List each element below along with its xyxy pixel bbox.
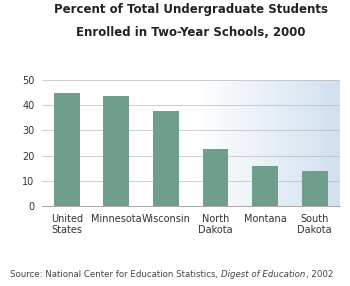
Text: Enrolled in Two-Year Schools, 2000: Enrolled in Two-Year Schools, 2000 [76, 26, 306, 39]
Text: Source: National Center for Education Statistics,: Source: National Center for Education St… [10, 270, 221, 279]
Text: , 2002: , 2002 [306, 270, 333, 279]
Bar [54, 93, 80, 206]
Bar [302, 171, 328, 206]
Bar [203, 149, 229, 206]
Bar [153, 111, 179, 206]
Bar [104, 96, 129, 206]
Text: Digest of Education: Digest of Education [222, 270, 306, 279]
Text: Percent of Total Undergraduate Students: Percent of Total Undergraduate Students [54, 3, 328, 16]
Bar [252, 166, 278, 206]
